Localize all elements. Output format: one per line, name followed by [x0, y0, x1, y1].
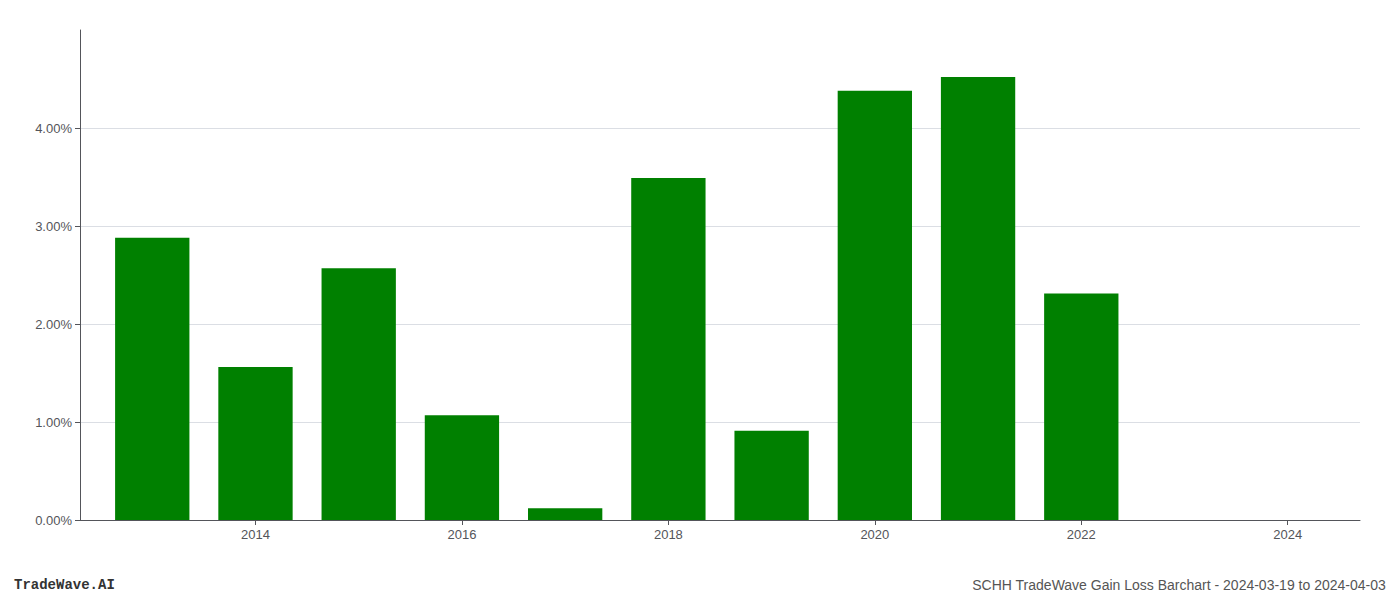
svg-text:2020: 2020 [860, 527, 889, 542]
svg-text:2014: 2014 [241, 527, 270, 542]
svg-text:2.00%: 2.00% [35, 317, 72, 332]
svg-text:3.00%: 3.00% [35, 219, 72, 234]
svg-text:4.00%: 4.00% [35, 121, 72, 136]
svg-text:TradeWave.AI: TradeWave.AI [14, 577, 115, 593]
svg-text:2024: 2024 [1273, 527, 1302, 542]
svg-text:2016: 2016 [447, 527, 476, 542]
svg-text:SCHH TradeWave Gain Loss Barch: SCHH TradeWave Gain Loss Barchart - 2024… [972, 577, 1386, 593]
svg-text:0.00%: 0.00% [35, 513, 72, 528]
svg-text:1.00%: 1.00% [35, 415, 72, 430]
svg-text:2018: 2018 [654, 527, 683, 542]
svg-text:2022: 2022 [1067, 527, 1096, 542]
